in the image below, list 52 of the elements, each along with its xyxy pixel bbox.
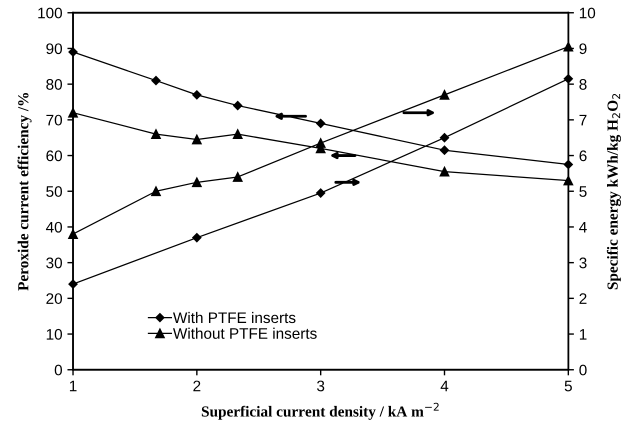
- point: [151, 186, 161, 196]
- y-tick-label: 90: [46, 43, 62, 54]
- point: [68, 279, 78, 289]
- point: [564, 74, 573, 84]
- y2-tick-label: 3: [579, 258, 587, 268]
- point: [316, 118, 326, 128]
- y-tick-label: 80: [46, 79, 62, 90]
- y2-tick-label: 9: [579, 43, 587, 54]
- point: [68, 229, 78, 239]
- y-tick-label: 20: [46, 293, 62, 304]
- point: [192, 177, 202, 188]
- y2-tick-label: 2: [580, 293, 586, 304]
- point: [192, 233, 202, 242]
- point: [233, 100, 242, 110]
- point: [232, 129, 243, 139]
- y2-tick-label: 4: [579, 222, 587, 232]
- x-tick-label: 2: [193, 380, 200, 392]
- point: [316, 188, 326, 198]
- point: [440, 166, 450, 176]
- y-tick-label: 50: [46, 186, 62, 197]
- y2-axis-title: Specific energy kWh/kg H$_{2}$O$_{2}$: [606, 94, 621, 290]
- legend-label: Without PTFE inserts: [172, 328, 317, 339]
- y-tick-label: 100: [38, 8, 62, 18]
- x-tick-label: 3: [317, 380, 324, 392]
- legend-label: With PTFE inserts: [172, 312, 296, 324]
- y2-tick-label: 7: [580, 114, 586, 126]
- x-tick-label: 5: [564, 380, 572, 392]
- point: [440, 133, 450, 142]
- y2-tick-label: 1: [580, 329, 586, 340]
- y-tick-label: 70: [46, 114, 62, 126]
- y2-tick-label: 8: [579, 79, 587, 90]
- y-axis-title: Peroxide current efficiency /%: [18, 93, 32, 291]
- point: [192, 90, 202, 100]
- y2-tick-label: 6: [580, 150, 587, 162]
- y-tick-label: 30: [46, 258, 62, 268]
- point: [316, 138, 326, 148]
- point: [151, 129, 161, 139]
- point: [440, 146, 450, 155]
- y-tick-label: 0: [54, 364, 62, 376]
- y2-tick-label: 5: [579, 186, 587, 197]
- point: [232, 172, 243, 182]
- point: [440, 90, 450, 100]
- point: [151, 76, 161, 86]
- y-tick-label: 40: [46, 222, 62, 233]
- x-axis-title: Superficial current density / kA m$^{−2}$: [202, 402, 439, 420]
- x-tick-label: 1: [70, 380, 77, 392]
- y2-tick-label: 0: [579, 364, 587, 376]
- y-tick-label: 10: [46, 328, 62, 340]
- y2-tick-label: 10: [580, 8, 596, 18]
- x-tick-label: 4: [440, 380, 448, 392]
- point: [192, 134, 202, 144]
- y-tick-label: 60: [46, 150, 62, 162]
